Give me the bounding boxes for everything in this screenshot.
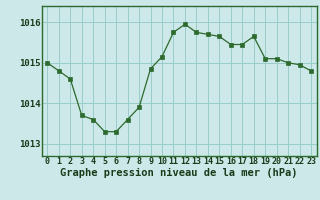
X-axis label: Graphe pression niveau de la mer (hPa): Graphe pression niveau de la mer (hPa) bbox=[60, 168, 298, 178]
